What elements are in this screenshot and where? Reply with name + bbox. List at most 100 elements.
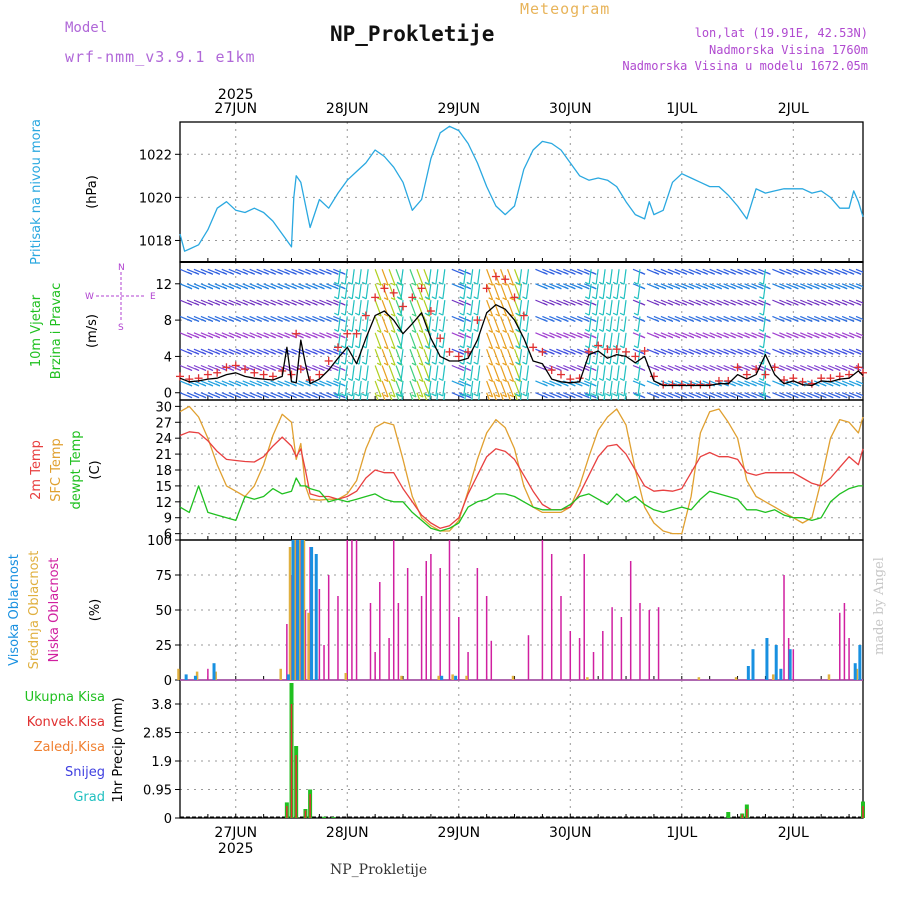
wind-arrow-head	[354, 312, 360, 316]
cloud-bar-low	[420, 596, 423, 680]
wind-arrow-head	[668, 271, 674, 275]
wind-arrow-head	[236, 271, 242, 275]
wind-arrow-head	[187, 335, 193, 339]
wind-arrow-head	[438, 393, 444, 397]
temp-axis-unit: (C)	[88, 460, 103, 479]
wind-arrow	[429, 392, 432, 400]
wind-arrow-head	[821, 286, 827, 290]
wind-arrow	[463, 332, 467, 348]
wind-arrow-head	[752, 395, 757, 399]
wind-arrow-head	[299, 302, 304, 306]
wind-arrow-head	[250, 383, 255, 387]
wind-arrow-head	[250, 395, 255, 399]
wind-arrow-head	[598, 393, 604, 397]
cloud-bar-high	[296, 540, 300, 680]
wind-arrow-head	[557, 271, 562, 275]
wind-arrow-head	[661, 367, 667, 372]
wind-arrow-head	[794, 395, 799, 399]
wind-arrow-head	[633, 296, 639, 300]
wind-arrow-head	[459, 302, 465, 306]
wind-arrow-head	[459, 345, 465, 349]
wind-arrow-head	[466, 383, 472, 387]
wind-arrow	[435, 316, 439, 332]
wind-arrow	[478, 392, 481, 400]
wind-arrow	[400, 283, 404, 299]
wind-arrow	[762, 380, 767, 397]
wind-arrow	[477, 300, 481, 316]
wind-arrow-head	[515, 377, 520, 382]
wind-arrow-head	[354, 377, 360, 382]
wind-arrow-head	[543, 302, 548, 306]
cloud-bar-mid	[177, 668, 180, 680]
wind-arrow	[500, 332, 508, 350]
cloud-bar-mid	[855, 668, 859, 680]
pressure-series-line	[179, 125, 864, 252]
top-day-label: 30JUN	[549, 101, 592, 117]
wind-arrow	[400, 269, 404, 285]
cloud-bar-low	[467, 652, 469, 680]
wind-arrow-head	[411, 329, 417, 334]
wind-arrow-head	[842, 318, 848, 323]
cloud-bar-mid	[298, 540, 301, 680]
wind-arrow-head	[640, 271, 646, 275]
wind-arrow-head	[745, 335, 750, 339]
cloud-bar-high	[751, 649, 755, 680]
wind-arrow-head	[340, 377, 346, 382]
wind-arrow	[365, 316, 369, 332]
wind-arrow-head	[334, 393, 339, 397]
wind-arrow	[337, 332, 341, 348]
wind-arrow-head	[334, 328, 339, 333]
wind-arrow	[442, 269, 446, 285]
wind-arrow-head	[327, 302, 332, 306]
y-tick-label: 0.95	[143, 784, 172, 799]
wind-arrow-head	[459, 286, 465, 290]
wind-arrow-head	[654, 302, 660, 306]
wind-arrow-head	[710, 367, 715, 372]
wind-arrow-head	[396, 328, 402, 333]
wind-arrow	[351, 283, 355, 299]
wind-arrow	[435, 380, 439, 397]
wind-arrow	[365, 283, 369, 299]
wind-arrow	[344, 300, 348, 316]
cloud-bar-high	[765, 638, 769, 680]
wind-arrow-head	[682, 351, 688, 355]
wind-arrow-head	[661, 335, 667, 339]
wind-arrow-head	[327, 271, 332, 275]
wind-arrow-head	[376, 329, 382, 334]
wind-arrow-head	[334, 367, 339, 372]
wind-arrow	[409, 316, 417, 333]
wind-arrow-head	[306, 383, 311, 387]
wind-arrow-head	[438, 377, 444, 382]
wind-arrow-head	[703, 395, 709, 399]
wind-arrow-head	[668, 395, 674, 399]
wind-arrow-head	[264, 318, 269, 323]
wind-arrow-head	[243, 351, 249, 355]
wind-arrow-head	[229, 335, 235, 339]
wind-arrow-head	[488, 329, 493, 334]
wind-arrow	[862, 392, 863, 394]
wind-arrow	[400, 332, 404, 348]
wind-arrow-head	[564, 351, 569, 355]
wind-arrow	[470, 365, 474, 381]
wind-arrow-head	[557, 367, 562, 372]
wind-arrow-head	[871, 396, 875, 398]
wind-arrow-head	[257, 318, 262, 323]
wind-arrow	[588, 316, 592, 332]
wind-arrow-head	[327, 351, 332, 355]
wind-arrow	[595, 365, 599, 381]
precip-legend-5: Grad	[73, 790, 105, 805]
wind-arrow-head	[584, 367, 590, 372]
wind-arrow	[762, 283, 767, 299]
wind-arrow-head	[675, 286, 681, 290]
wind-arrow-head	[229, 318, 235, 323]
wind-arrow-head	[717, 395, 722, 399]
wind-arrow	[381, 283, 389, 301]
wind-arrow-head	[801, 395, 806, 399]
wind-arrow-head	[383, 313, 389, 317]
wind-arrow-head	[689, 395, 695, 399]
wind-arrow-head	[495, 378, 500, 383]
wind-arrow-head	[376, 297, 382, 301]
wind-arrow-head	[292, 318, 297, 323]
wind-arrow-head	[488, 394, 493, 398]
wind-arrow-head	[278, 302, 283, 306]
